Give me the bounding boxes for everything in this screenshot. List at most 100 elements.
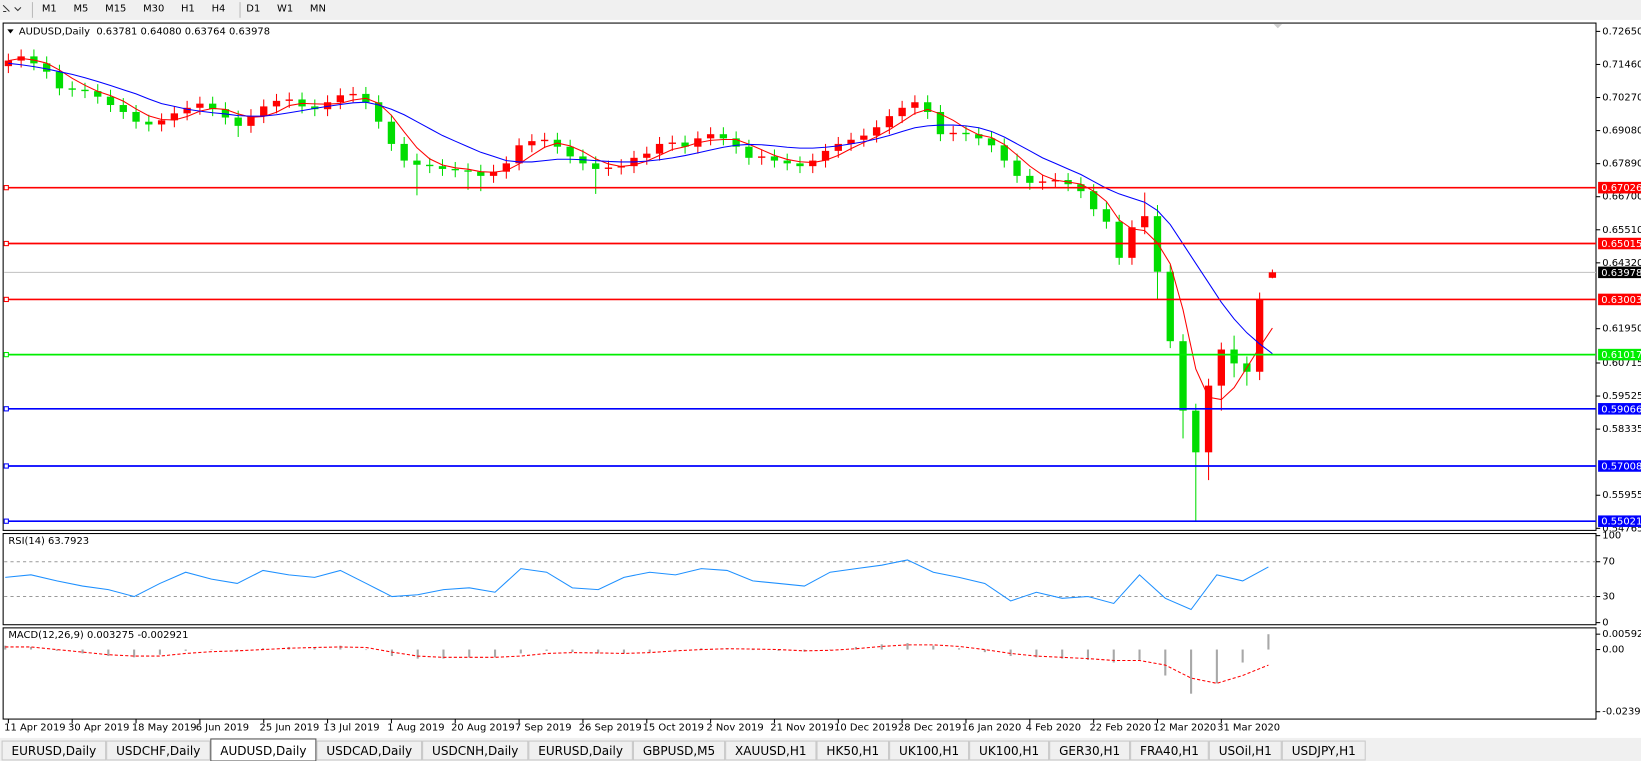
candle-body [400,143,408,161]
candle-body [221,109,230,118]
level-label-box [1598,403,1641,415]
tab-label[interactable]: USDJPY,H1 [1292,744,1356,758]
tab[interactable]: USDCNH,Daily [422,740,529,761]
candle-body [464,170,472,172]
tab[interactable]: USOil,H1 [1208,740,1282,761]
level-label: 0.67026 [1601,183,1641,194]
tab[interactable]: EURUSD,Daily [1,740,107,761]
macd-bar [184,649,187,651]
level-handle [3,351,9,358]
macd-bar [622,649,625,654]
symbol-dropdown[interactable] [7,29,14,34]
candle-body [132,111,140,122]
timeframe-button[interactable]: M1 [42,3,57,14]
tab[interactable]: FRA40,H1 [1130,740,1209,761]
tab-background[interactable] [106,740,211,761]
candle-body [732,138,740,147]
tab-background[interactable] [1,740,107,761]
tab-background[interactable] [816,740,890,761]
tab-background[interactable] [632,740,726,761]
candle-body [821,150,830,161]
tab-label[interactable]: GBPUSD,M5 [643,744,715,758]
timeframe-button[interactable]: M30 [143,3,164,14]
timeframe-button[interactable]: M5 [74,3,89,14]
macd-bar [751,649,754,651]
candle-body [119,105,127,112]
tab-label[interactable]: AUDUSD,Daily [220,744,306,758]
tab[interactable]: HK50,H1 [816,740,890,761]
tab[interactable]: EURUSD,Daily [528,740,633,761]
timeframe-button[interactable]: D1 [246,3,260,14]
tab-label[interactable]: FRA40,H1 [1140,744,1199,758]
tab-background[interactable] [1130,740,1209,761]
x-tick-label: 20 Aug 2019 [451,722,515,733]
tab-background[interactable] [1049,740,1131,761]
tab-label[interactable]: USDCAD,Daily [326,744,412,758]
tab-background[interactable] [889,740,970,761]
tab-label[interactable]: USDCNH,Daily [432,744,518,758]
tab[interactable]: UK100,H1 [889,740,970,761]
timeframe-button[interactable]: W1 [277,3,293,14]
candle-body [1179,341,1187,411]
x-tick-label: 28 Dec 2019 [898,722,961,733]
tab-label[interactable]: UK100,H1 [899,744,959,758]
signal-line [5,644,1269,684]
tab-label[interactable]: USOil,H1 [1219,744,1272,758]
macd-bar [519,649,522,654]
tab-label[interactable]: USDCHF,Daily [116,744,200,758]
tab-background[interactable] [210,738,317,761]
tab[interactable]: UK100,H1 [969,740,1050,761]
tab-label[interactable]: UK100,H1 [979,744,1039,758]
macd-bar [133,649,136,658]
tab-label[interactable]: HK50,H1 [826,744,879,758]
price-label-box [1598,266,1641,279]
timeframe-button[interactable]: M15 [105,3,126,14]
macd-bar [1164,649,1167,676]
level-label-box [1598,515,1641,527]
candle-body [489,171,498,176]
tab[interactable]: USDCAD,Daily [316,740,423,761]
tab-background[interactable] [528,740,633,761]
tab[interactable]: USDCHF,Daily [106,740,211,761]
macd-bar [674,649,677,651]
y-tick-label: 0.60715 [1602,358,1641,369]
tab-background[interactable] [725,740,817,761]
candle-body [451,168,459,171]
tab-label[interactable]: GER30,H1 [1059,744,1120,758]
candle-body [1217,349,1225,386]
timeframe-button[interactable]: H4 [212,3,226,14]
candle-body [170,113,179,121]
timeframe-button[interactable]: H1 [181,3,195,14]
macd-bar [339,645,342,650]
tab-background[interactable] [1208,740,1282,761]
tab-label[interactable]: EURUSD,Daily [12,744,97,758]
y-tick-label: 100 [1602,531,1621,542]
tab-background[interactable] [1281,740,1366,761]
tab-label[interactable]: XAUUSD,H1 [735,744,806,758]
tab[interactable]: GBPUSD,M5 [632,740,726,761]
level-handle [3,240,9,247]
chart-shift-marker [1273,24,1283,29]
candle-body [426,164,434,167]
y-tick-label: 70 [1602,557,1615,568]
candle-body [106,96,115,106]
tab-background[interactable] [969,740,1050,761]
macd-bar [597,649,600,654]
macd-bar [1112,649,1115,663]
x-tick-label: 2 Nov 2019 [706,722,763,733]
tab-background[interactable] [422,740,529,761]
tab[interactable]: USDJPY,H1 [1281,740,1366,761]
macd-bar [1267,634,1270,650]
macd-bar [390,649,393,657]
tab[interactable]: GER30,H1 [1049,740,1131,761]
macd-bar [236,649,239,651]
tab[interactable]: AUDUSD,Daily [210,738,317,761]
tab-background[interactable] [316,740,423,761]
x-tick-label: 1 Aug 2019 [387,722,444,733]
timeframe-button[interactable]: MN [310,3,326,14]
toolbar-icon[interactable] [2,4,22,13]
tab[interactable]: XAUUSD,H1 [725,740,817,761]
tab-label[interactable]: EURUSD,Daily [538,744,623,758]
level-handle [3,296,9,303]
candle-body [834,143,842,151]
